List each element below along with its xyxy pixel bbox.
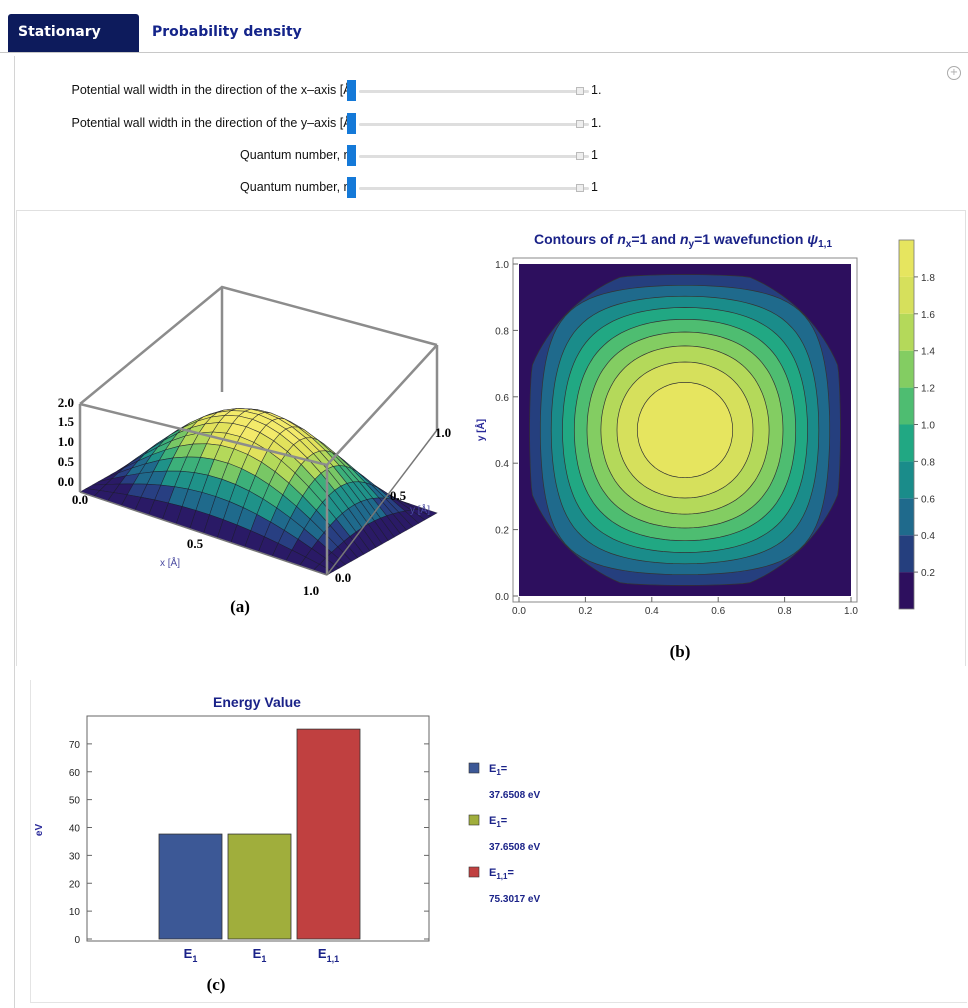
ny-slider-thumb[interactable] [347, 177, 356, 198]
x-width-slider-thumb[interactable] [347, 80, 356, 101]
nx-slider-thumb[interactable] [347, 145, 356, 166]
figure-bottom-frame [30, 680, 967, 1003]
x-width-expand-button[interactable] [576, 87, 584, 95]
y-width-slider-thumb[interactable] [347, 113, 356, 134]
nx-expand-button[interactable] [576, 152, 584, 160]
x-width-label: Potential wall width in the direction of… [71, 83, 355, 97]
x-width-slider[interactable] [359, 90, 589, 93]
figure-top-frame [16, 210, 966, 666]
y-width-control: Potential wall width in the direction of… [15, 113, 715, 135]
nx-label: Quantum number, nx [240, 148, 355, 165]
x-width-value: 1. [591, 83, 602, 97]
controls-panel: + Potential wall width in the direction … [14, 56, 968, 1008]
tab-stationary-states[interactable]: Stationary states [8, 14, 139, 76]
y-width-expand-button[interactable] [576, 120, 584, 128]
tab-bar: Stationary states Probability density [0, 0, 968, 76]
y-width-slider[interactable] [359, 123, 589, 126]
ny-label-text: Quantum number, n [240, 180, 351, 194]
ny-value: 1 [591, 180, 598, 194]
nx-control: Quantum number, nx 1 [15, 145, 715, 167]
nx-value: 1 [591, 148, 598, 162]
tab-probability-density[interactable]: Probability density [152, 24, 302, 40]
y-width-label: Potential wall width in the direction of… [71, 116, 355, 130]
ny-expand-button[interactable] [576, 184, 584, 192]
nx-slider[interactable] [359, 155, 589, 158]
ny-slider[interactable] [359, 187, 589, 190]
ny-control: Quantum number, ny 1 [15, 177, 715, 199]
ny-label: Quantum number, ny [240, 180, 355, 197]
plus-circle-icon[interactable]: + [947, 66, 961, 80]
nx-label-text: Quantum number, n [240, 148, 351, 162]
x-width-control: Potential wall width in the direction of… [15, 80, 715, 102]
y-width-value: 1. [591, 116, 602, 130]
